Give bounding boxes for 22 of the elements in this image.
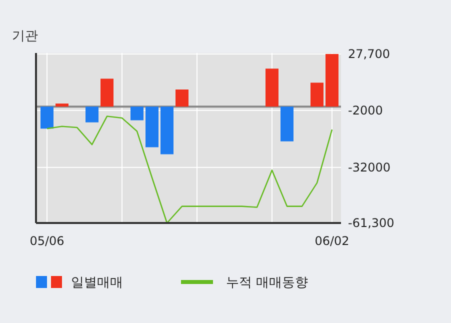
y-tick-label: -61,300 [348, 216, 394, 230]
bar [280, 106, 294, 142]
y-tick-label: -32000 [348, 160, 391, 175]
legend-label: 일별매매 [71, 276, 123, 291]
bar [56, 104, 68, 107]
line-series [46, 116, 333, 224]
bar [326, 54, 338, 107]
bar [130, 106, 144, 120]
bar [40, 106, 54, 129]
y-tick-label: -2000 [348, 104, 383, 118]
x-tick-label: 06/02 [314, 234, 350, 248]
x-tick-label: 05/06 [30, 234, 64, 248]
bar [266, 68, 278, 107]
bar [146, 106, 158, 148]
y-tick-label: 27,700 [348, 47, 390, 62]
bar [160, 106, 174, 154]
bar [176, 90, 188, 107]
legend-label: 누적 매매동향 [226, 276, 308, 291]
bar [100, 78, 114, 107]
chart-title: 기관 [12, 29, 38, 44]
bar [86, 106, 98, 122]
bar [310, 82, 324, 107]
